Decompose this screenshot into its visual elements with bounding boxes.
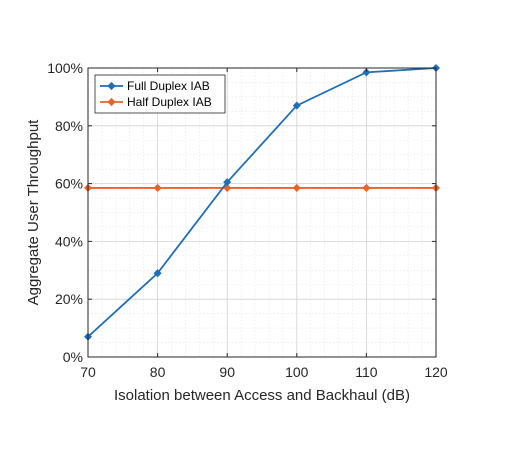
- tick-marks: [87, 67, 437, 358]
- legend-marker: [107, 81, 116, 91]
- data-point-marker: [153, 183, 162, 192]
- data-point-marker: [362, 183, 371, 192]
- data-point-marker: [292, 101, 301, 110]
- y-tick-label: 20%: [55, 291, 83, 307]
- legend-box: [94, 74, 226, 114]
- x-tick-label: 70: [80, 364, 96, 380]
- legend-entry-full-duplex: Full Duplex IAB: [100, 79, 210, 93]
- legend-label: Full Duplex IAB: [127, 79, 210, 93]
- y-tick-label: 60%: [55, 176, 83, 192]
- y-tick-label: 100%: [47, 60, 83, 76]
- legend-marker: [107, 97, 116, 107]
- data-point-marker: [362, 68, 371, 77]
- x-axis-title: Isolation between Access and Backhaul (d…: [114, 387, 410, 404]
- series-line: [87, 67, 437, 338]
- y-tick-labels: 0% 20% 40% 60% 80% 100%: [47, 60, 83, 365]
- y-tick-label: 40%: [55, 233, 83, 249]
- x-tick-label: 90: [219, 364, 235, 380]
- y-axis-title: Aggregate User Throughput: [25, 119, 42, 306]
- y-tick-label: 0%: [63, 349, 83, 365]
- plot-frame: [87, 67, 437, 358]
- legend-label: Half Duplex IAB: [127, 95, 212, 109]
- x-tick-label: 110: [355, 364, 378, 380]
- x-tick-labels: 70 80 90 100 110 120: [80, 364, 448, 380]
- legend-entry-half-duplex: Half Duplex IAB: [100, 95, 212, 109]
- x-tick-label: 80: [150, 364, 166, 380]
- y-tick-label: 80%: [55, 118, 83, 134]
- data-point-marker: [223, 178, 232, 187]
- x-tick-label: 120: [424, 364, 448, 380]
- minor-grid: [88, 68, 436, 357]
- legend: Full Duplex IAB Half Duplex IAB: [94, 74, 226, 114]
- x-tick-label: 100: [285, 364, 309, 380]
- data-point-marker: [153, 269, 162, 278]
- data-point-marker: [292, 183, 301, 192]
